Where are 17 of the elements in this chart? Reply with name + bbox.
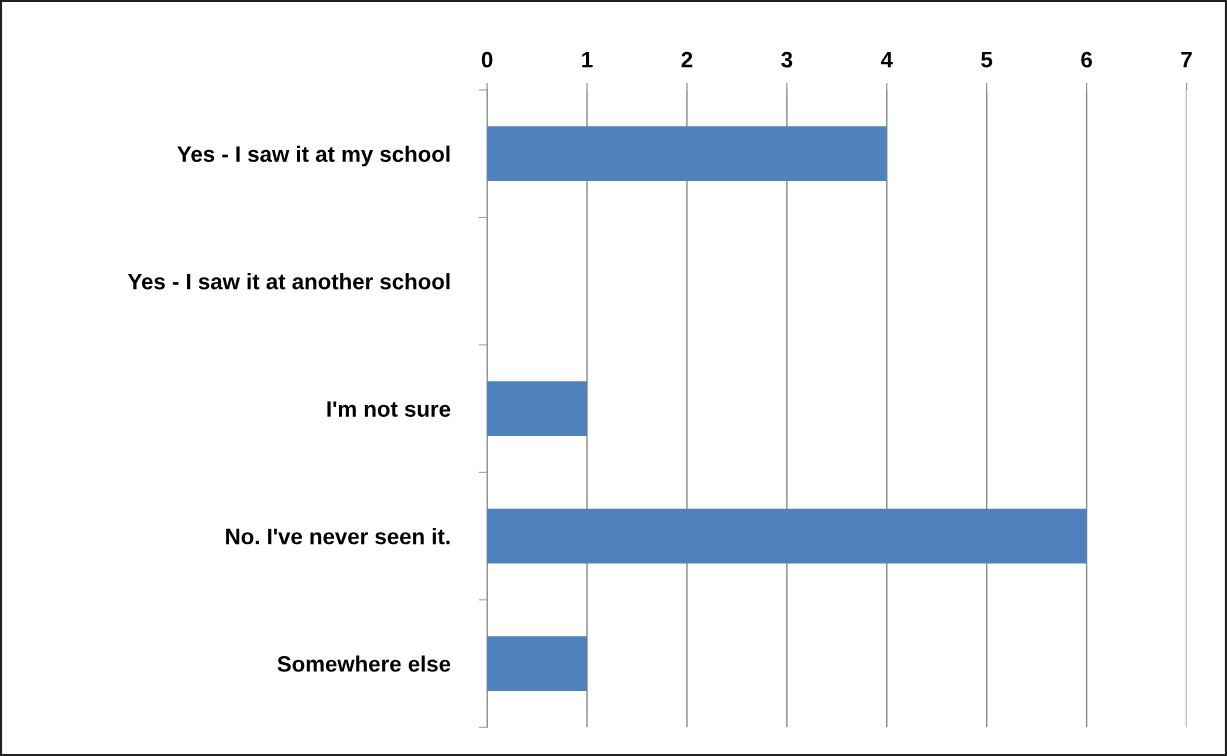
- y-tick-label: Somewhere else: [277, 655, 451, 672]
- x-tick-label: 7: [1181, 52, 1192, 68]
- x-tick-label: 6: [1081, 51, 1092, 68]
- bar: [487, 126, 887, 182]
- y-tick-label: No. I've never seen it.: [226, 528, 450, 545]
- y-tick-label: Yes - I saw it at my school: [177, 145, 450, 167]
- x-tick-label: 1: [582, 52, 593, 68]
- x-tick-label: 3: [781, 51, 793, 68]
- y-tick-label: I'm not sure: [327, 401, 451, 417]
- x-tick-label: 5: [981, 52, 993, 68]
- x-tick-label: 0: [481, 51, 493, 68]
- bar: [487, 381, 588, 437]
- y-tick-label: Yes - I saw it at another school: [127, 273, 450, 290]
- x-tick-label: 4: [880, 52, 893, 68]
- bar: [487, 508, 1087, 564]
- x-tick-label: 2: [681, 51, 693, 68]
- bar: [487, 636, 588, 691]
